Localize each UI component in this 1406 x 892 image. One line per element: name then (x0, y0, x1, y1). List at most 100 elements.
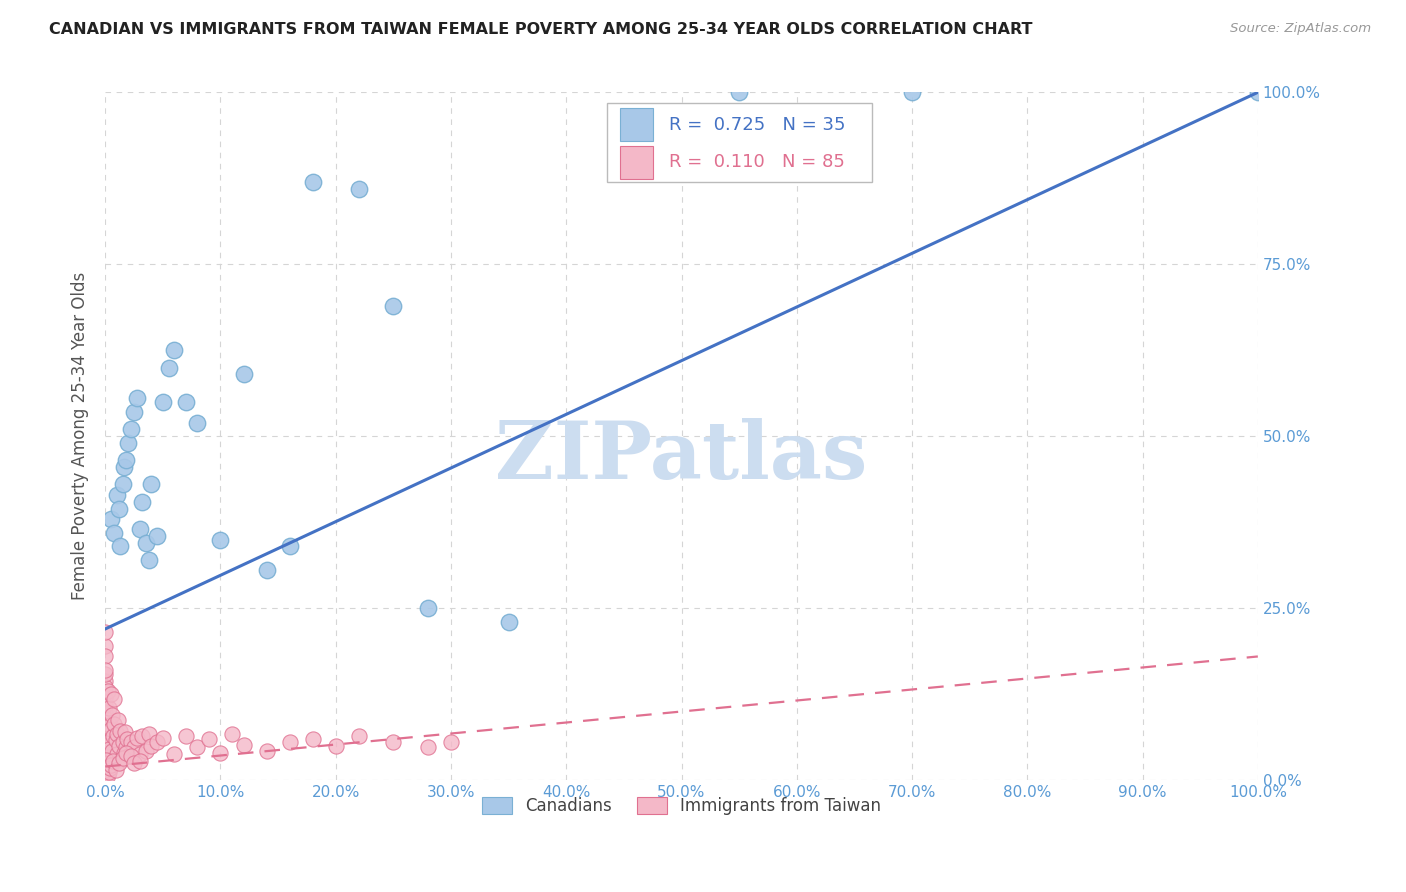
Point (94, 625, 117, 640)
Point (101, 744, 124, 758)
Point (96, 753, 118, 767)
Point (120, 735, 142, 749)
Text: CANADIAN VS IMMIGRANTS FROM TAIWAN FEMALE POVERTY AMONG 25-34 YEAR OLDS CORRELAT: CANADIAN VS IMMIGRANTS FROM TAIWAN FEMAL… (49, 22, 1033, 37)
Point (120, 749, 142, 764)
Point (94, 663, 117, 677)
Point (111, 735, 134, 749)
Point (382, 299, 405, 313)
Point (94, 725, 117, 739)
Point (94, 770, 117, 784)
Point (105, 747, 128, 761)
Point (103, 754, 125, 768)
Point (103, 692, 125, 706)
Point (103, 729, 125, 743)
Point (107, 713, 129, 727)
Point (901, 86, 924, 100)
Point (325, 739, 347, 753)
Point (141, 739, 163, 753)
Point (498, 615, 520, 629)
Point (256, 744, 278, 758)
Point (122, 740, 145, 755)
Point (103, 525, 125, 540)
Point (141, 477, 163, 491)
Point (120, 422, 142, 436)
Point (94, 673, 117, 688)
Point (138, 553, 160, 567)
Point (440, 735, 463, 749)
Point (135, 536, 157, 550)
Point (104, 733, 127, 747)
FancyBboxPatch shape (606, 103, 872, 182)
Point (128, 747, 150, 761)
Point (103, 717, 125, 731)
Point (96, 684, 118, 698)
Point (94, 690, 117, 705)
Point (174, 729, 197, 743)
Point (100, 722, 122, 736)
Point (94, 756, 117, 770)
Point (94, 759, 117, 773)
Text: ZIPatlas: ZIPatlas (495, 418, 868, 496)
Point (157, 360, 180, 375)
Point (112, 460, 135, 475)
FancyBboxPatch shape (620, 145, 652, 178)
Point (186, 416, 208, 430)
Point (163, 343, 186, 358)
Point (94, 722, 117, 736)
Point (110, 753, 132, 767)
Point (256, 564, 278, 578)
Legend: Canadians, Immigrants from Taiwan: Canadians, Immigrants from Taiwan (474, 789, 890, 823)
Point (97, 701, 120, 715)
Point (114, 725, 136, 739)
Point (101, 708, 124, 723)
Point (94, 681, 117, 695)
Point (100, 687, 122, 701)
Point (94, 732, 117, 747)
Point (127, 731, 149, 745)
Point (108, 756, 131, 770)
Point (186, 740, 208, 755)
Point (98, 761, 121, 775)
Point (728, 86, 751, 100)
Point (94, 705, 117, 719)
Point (108, 739, 131, 753)
Point (221, 726, 243, 740)
Point (100, 758, 122, 772)
Point (94, 749, 117, 764)
Text: R =  0.110   N = 85: R = 0.110 N = 85 (669, 153, 845, 171)
Point (347, 182, 370, 196)
Point (111, 751, 134, 765)
Point (96, 768, 118, 782)
Point (198, 732, 221, 747)
Point (115, 732, 138, 747)
Point (108, 501, 131, 516)
Point (1247, 86, 1270, 100)
Text: R =  0.725   N = 35: R = 0.725 N = 35 (669, 116, 845, 134)
Point (416, 601, 439, 615)
FancyBboxPatch shape (620, 108, 652, 141)
Point (97, 765, 120, 780)
Point (94, 649, 117, 664)
Point (127, 392, 149, 406)
Point (347, 729, 370, 743)
Point (232, 738, 254, 752)
Point (94, 746, 117, 760)
Point (105, 488, 128, 502)
Point (128, 522, 150, 536)
Point (98, 718, 121, 732)
Point (301, 175, 323, 189)
Y-axis label: Female Poverty Among 25-34 Year Olds: Female Poverty Among 25-34 Year Olds (72, 272, 89, 600)
Point (94, 766, 117, 780)
Point (122, 405, 145, 419)
Point (117, 436, 139, 450)
Point (146, 735, 169, 749)
Point (94, 711, 117, 725)
Point (96, 763, 118, 777)
Point (152, 731, 174, 745)
Point (100, 512, 122, 526)
Point (94, 698, 117, 712)
Point (174, 395, 197, 409)
Point (117, 749, 139, 764)
Text: Source: ZipAtlas.com: Source: ZipAtlas.com (1230, 22, 1371, 36)
Point (104, 763, 127, 777)
